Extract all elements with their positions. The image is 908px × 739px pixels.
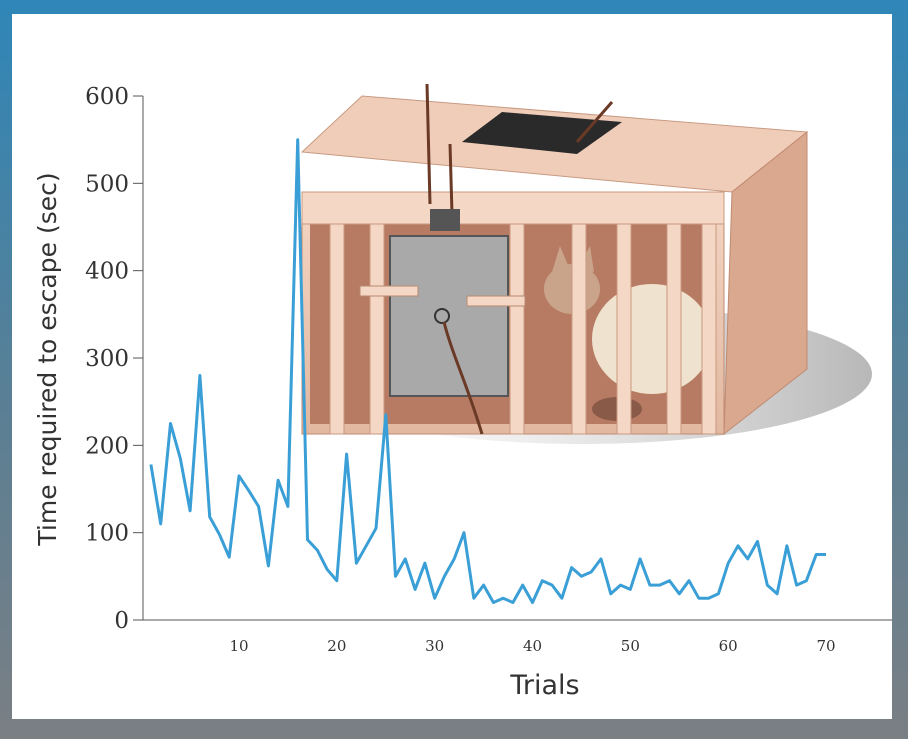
x-axis-ticks: 10 20 30 40 50 60 70 xyxy=(229,637,835,655)
y-axis-ticks: 0 100 200 300 400 500 600 xyxy=(85,84,143,634)
y-tick-label: 200 xyxy=(85,433,129,459)
chart-panel: 0 100 200 300 400 500 600 10 20 30 40 50 60 70 Time … xyxy=(12,14,892,719)
x-tick-label: 20 xyxy=(327,637,346,655)
pulley-mechanism xyxy=(430,209,460,231)
top-grate xyxy=(462,112,622,154)
latch-left xyxy=(359,285,419,297)
y-tick-label: 300 xyxy=(85,346,129,372)
release-string xyxy=(442,321,484,435)
y-tick-label: 0 xyxy=(114,608,129,634)
y-tick-label: 100 xyxy=(85,521,129,547)
y-tick-label: 400 xyxy=(85,259,129,285)
door-ring xyxy=(434,308,450,324)
x-tick-label: 50 xyxy=(621,637,640,655)
puzzle-box-illustration xyxy=(292,83,872,444)
x-tick-label: 70 xyxy=(816,637,835,655)
line-chart: 0 100 200 300 400 500 600 10 20 30 40 50 60 70 Time … xyxy=(33,83,892,701)
y-axis-title: Time required to escape (sec) xyxy=(33,172,62,546)
box-slats xyxy=(329,191,717,435)
y-tick-label: 600 xyxy=(85,84,129,110)
latch-right xyxy=(466,295,526,307)
x-tick-label: 60 xyxy=(719,637,738,655)
box-top-rail xyxy=(301,191,725,225)
x-axis-title: Trials xyxy=(509,670,579,701)
box-side xyxy=(723,130,808,436)
x-tick-label: 10 xyxy=(229,637,248,655)
pulley-strings xyxy=(425,83,614,215)
y-tick-label: 500 xyxy=(85,171,129,197)
x-tick-label: 40 xyxy=(523,637,542,655)
x-tick-label: 30 xyxy=(425,637,444,655)
series-line xyxy=(149,138,826,604)
